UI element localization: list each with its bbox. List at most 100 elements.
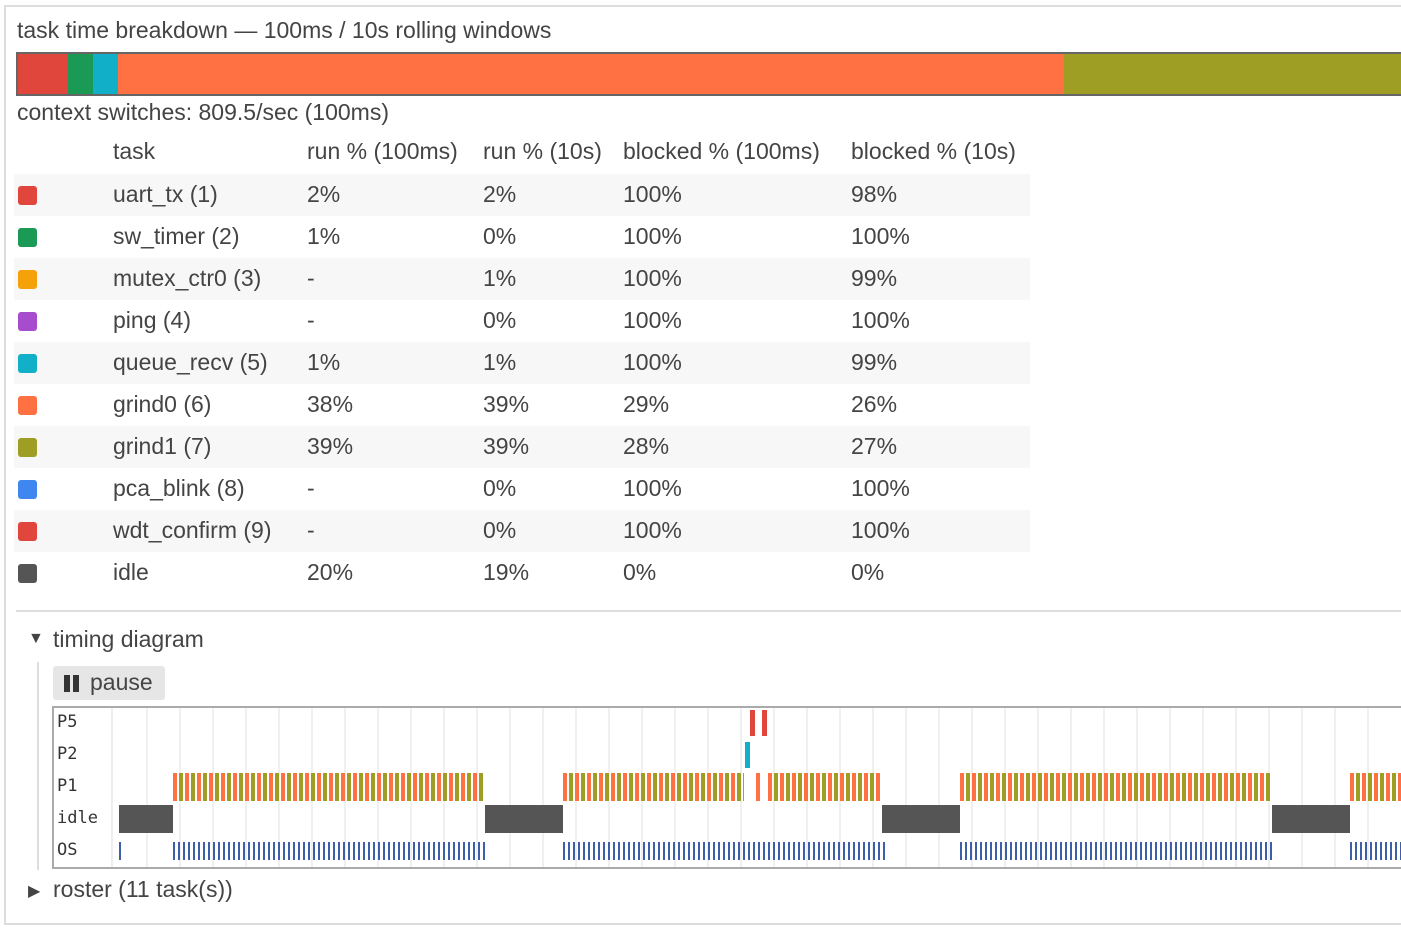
os-tick <box>873 842 875 860</box>
os-tick <box>848 842 850 860</box>
os-tick <box>1375 842 1377 860</box>
run-slice <box>461 773 465 801</box>
run-slice <box>389 773 393 801</box>
os-tick <box>1190 842 1192 860</box>
run-slice <box>371 773 375 801</box>
table-cell: 29% <box>623 391 670 417</box>
run-slice <box>1236 773 1240 801</box>
color-swatch <box>18 438 37 457</box>
os-tick <box>213 842 215 860</box>
os-tick <box>398 842 400 860</box>
os-tick <box>1250 842 1252 860</box>
os-tick <box>1115 842 1117 860</box>
run-slice <box>581 773 585 801</box>
os-tick <box>1040 842 1042 860</box>
run-slice <box>1038 773 1042 801</box>
run-slice <box>876 773 880 801</box>
os-tick <box>453 842 455 860</box>
timing-heading[interactable]: timing diagram <box>53 626 204 652</box>
run-slice <box>1230 773 1234 801</box>
run-slice <box>689 773 693 801</box>
os-tick <box>698 842 700 860</box>
expand-toggle[interactable]: ▼ <box>28 630 44 647</box>
os-tick <box>393 842 395 860</box>
run-slice <box>780 773 784 801</box>
os-tick <box>273 842 275 860</box>
lane-label: idle <box>57 808 98 828</box>
os-tick <box>328 842 330 860</box>
os-tick <box>368 842 370 860</box>
table-cell: pca_blink (8) <box>113 475 245 501</box>
table-cell: grind1 (7) <box>113 433 212 459</box>
idle-slice <box>882 805 960 833</box>
run-slice <box>569 773 573 801</box>
os-tick <box>378 842 380 860</box>
run-slice <box>1392 773 1396 801</box>
run-slice <box>1134 773 1138 801</box>
table-cell: 0% <box>483 223 517 249</box>
run-slice <box>287 773 291 801</box>
run-slice <box>425 773 429 801</box>
table-cell: mutex_ctr0 (3) <box>113 265 262 291</box>
os-tick <box>293 842 295 860</box>
os-tick <box>763 842 765 860</box>
os-tick <box>758 842 760 860</box>
pause-label[interactable]: pause <box>90 669 153 695</box>
os-tick <box>1055 842 1057 860</box>
os-tick <box>403 842 405 860</box>
run-slice <box>864 773 868 801</box>
os-tick <box>778 842 780 860</box>
os-tick <box>203 842 205 860</box>
run-slice <box>737 773 741 801</box>
os-tick <box>188 842 190 860</box>
run-slice <box>990 773 994 801</box>
os-tick <box>1095 842 1097 860</box>
column-header: run % (100ms) <box>307 138 458 164</box>
os-tick <box>603 842 605 860</box>
pause-button[interactable]: pause <box>53 666 165 700</box>
os-tick <box>1385 842 1387 860</box>
os-tick <box>1160 842 1162 860</box>
os-tick <box>413 842 415 860</box>
os-tick <box>960 842 962 860</box>
run-slice <box>713 773 717 801</box>
os-tick <box>1125 842 1127 860</box>
table-cell: 28% <box>623 433 670 459</box>
run-slice <box>1200 773 1204 801</box>
roster-heading[interactable]: roster (11 task(s)) <box>53 876 233 902</box>
os-tick <box>688 842 690 860</box>
table-row <box>14 258 1030 300</box>
run-slice <box>1080 773 1084 801</box>
os-tick <box>443 842 445 860</box>
table-cell: 19% <box>483 559 530 585</box>
os-tick <box>338 842 340 860</box>
os-tick <box>708 842 710 860</box>
run-slice <box>275 773 279 801</box>
run-slice <box>1194 773 1198 801</box>
expand-toggle[interactable]: ▶ <box>28 883 41 900</box>
os-tick <box>788 842 790 860</box>
os-tick <box>1070 842 1072 860</box>
run-slice <box>665 773 669 801</box>
os-tick <box>868 842 870 860</box>
run-slice <box>828 773 832 801</box>
os-tick <box>308 842 310 860</box>
run-slice <box>1158 773 1162 801</box>
run-slice <box>623 773 627 801</box>
run-slice <box>695 773 699 801</box>
table-cell: 1% <box>483 349 517 375</box>
os-tick <box>1130 842 1132 860</box>
os-tick <box>573 842 575 860</box>
run-slice <box>191 773 195 801</box>
os-tick <box>208 842 210 860</box>
os-tick <box>373 842 375 860</box>
os-tick <box>793 842 795 860</box>
run-slice <box>1254 773 1258 801</box>
color-swatch <box>18 270 37 289</box>
os-tick <box>1220 842 1222 860</box>
run-slice <box>743 773 744 801</box>
os-tick <box>733 842 735 860</box>
os-tick <box>1265 842 1267 860</box>
breakdown-bar <box>16 52 1401 96</box>
run-slice <box>677 773 681 801</box>
